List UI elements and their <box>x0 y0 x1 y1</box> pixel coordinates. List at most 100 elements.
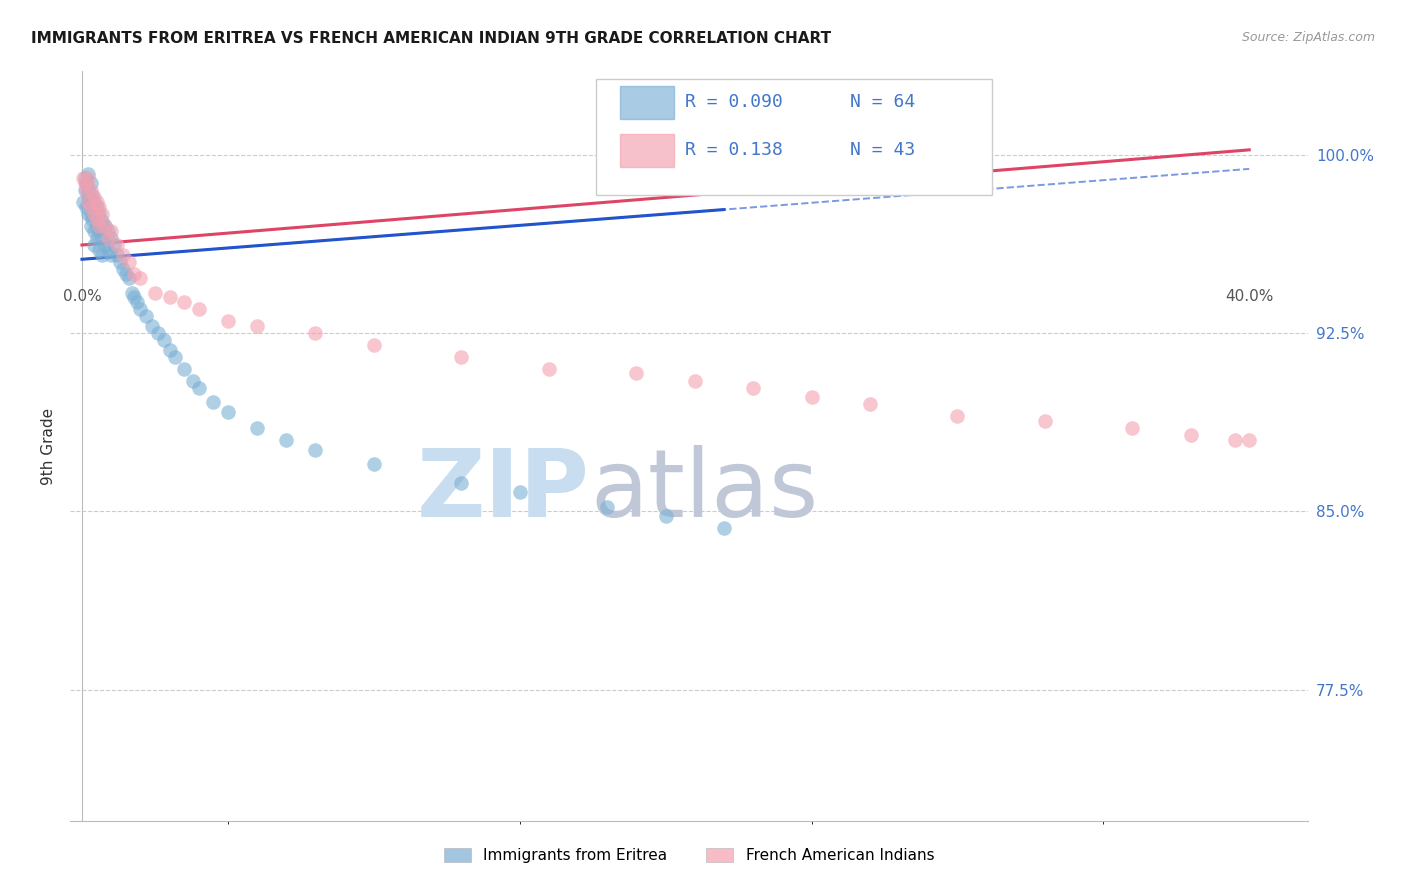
Point <box>100 231 122 245</box>
Point <box>713 521 735 535</box>
Point <box>1223 433 1246 447</box>
Point <box>75 176 97 190</box>
Point <box>103 238 125 252</box>
Point <box>246 421 269 435</box>
Point <box>246 318 269 333</box>
FancyBboxPatch shape <box>620 86 673 119</box>
Point <box>1121 421 1143 435</box>
Point <box>800 390 823 404</box>
Point <box>76 195 98 210</box>
Point <box>859 397 882 411</box>
Point <box>89 207 111 221</box>
Point <box>173 361 195 376</box>
Y-axis label: 9th Grade: 9th Grade <box>41 408 56 484</box>
Point <box>202 395 225 409</box>
Point <box>143 285 166 300</box>
Point <box>94 238 117 252</box>
Point <box>86 211 108 226</box>
Point <box>129 302 152 317</box>
Point <box>1237 433 1260 447</box>
Point <box>80 176 103 190</box>
Point <box>509 485 531 500</box>
Point <box>94 219 117 233</box>
Point <box>89 200 111 214</box>
Point <box>152 333 174 347</box>
Point <box>946 409 969 424</box>
Point <box>217 404 239 418</box>
Point <box>73 183 96 197</box>
Point <box>159 290 181 304</box>
Point <box>100 247 122 261</box>
Point <box>91 231 114 245</box>
Point <box>173 295 195 310</box>
Point <box>363 338 385 352</box>
Point <box>86 219 108 233</box>
Text: R = 0.138: R = 0.138 <box>685 141 783 159</box>
Text: ZIP: ZIP <box>418 445 591 537</box>
Point <box>276 433 298 447</box>
Point <box>97 243 120 257</box>
Point <box>105 247 128 261</box>
Point <box>80 183 103 197</box>
Text: atlas: atlas <box>591 445 818 537</box>
Point <box>1033 414 1056 428</box>
Point <box>91 207 114 221</box>
Point <box>363 457 385 471</box>
Point <box>124 267 146 281</box>
Point <box>83 207 105 221</box>
Point <box>86 195 108 210</box>
Point <box>159 343 181 357</box>
Point <box>76 183 98 197</box>
Point <box>105 238 128 252</box>
Point <box>1180 428 1202 442</box>
Point <box>76 171 98 186</box>
Point <box>91 214 114 228</box>
Point <box>89 219 111 233</box>
Point <box>187 302 209 317</box>
Point <box>135 310 157 324</box>
Point <box>83 207 105 221</box>
Point <box>83 224 105 238</box>
Point <box>118 254 141 268</box>
Point <box>654 509 676 524</box>
Point <box>72 195 94 210</box>
Point <box>100 224 122 238</box>
Point <box>72 171 94 186</box>
Text: 40.0%: 40.0% <box>1225 289 1274 303</box>
Text: R = 0.090: R = 0.090 <box>685 93 783 112</box>
Point <box>114 267 136 281</box>
Point <box>626 367 648 381</box>
Point <box>181 374 204 388</box>
Point <box>94 219 117 233</box>
Point <box>80 195 103 210</box>
Point <box>141 318 163 333</box>
Point <box>537 361 560 376</box>
Point <box>76 207 98 221</box>
Point <box>217 314 239 328</box>
FancyBboxPatch shape <box>596 78 993 195</box>
Point <box>91 247 114 261</box>
Point <box>80 219 103 233</box>
Point <box>83 190 105 204</box>
Point <box>73 171 96 186</box>
Point <box>111 261 134 276</box>
Text: N = 64: N = 64 <box>849 93 915 112</box>
Point <box>77 190 100 204</box>
Point <box>89 243 111 257</box>
Point <box>83 195 105 210</box>
Point <box>97 231 120 245</box>
Point <box>450 475 472 490</box>
Point <box>304 442 326 457</box>
Point <box>89 224 111 238</box>
Point <box>76 167 98 181</box>
Text: IMMIGRANTS FROM ERITREA VS FRENCH AMERICAN INDIAN 9TH GRADE CORRELATION CHART: IMMIGRANTS FROM ERITREA VS FRENCH AMERIC… <box>31 31 831 46</box>
Point <box>97 224 120 238</box>
Point <box>129 271 152 285</box>
Point <box>187 381 209 395</box>
Point <box>304 326 326 340</box>
Legend: Immigrants from Eritrea, French American Indians: Immigrants from Eritrea, French American… <box>437 841 941 869</box>
Point <box>75 183 97 197</box>
Point <box>108 254 131 268</box>
Point <box>165 350 187 364</box>
Point <box>80 207 103 221</box>
